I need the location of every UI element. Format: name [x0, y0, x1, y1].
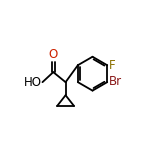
Text: O: O: [49, 48, 58, 61]
Text: F: F: [109, 59, 115, 73]
Text: HO: HO: [24, 76, 42, 89]
Text: Br: Br: [109, 75, 122, 88]
